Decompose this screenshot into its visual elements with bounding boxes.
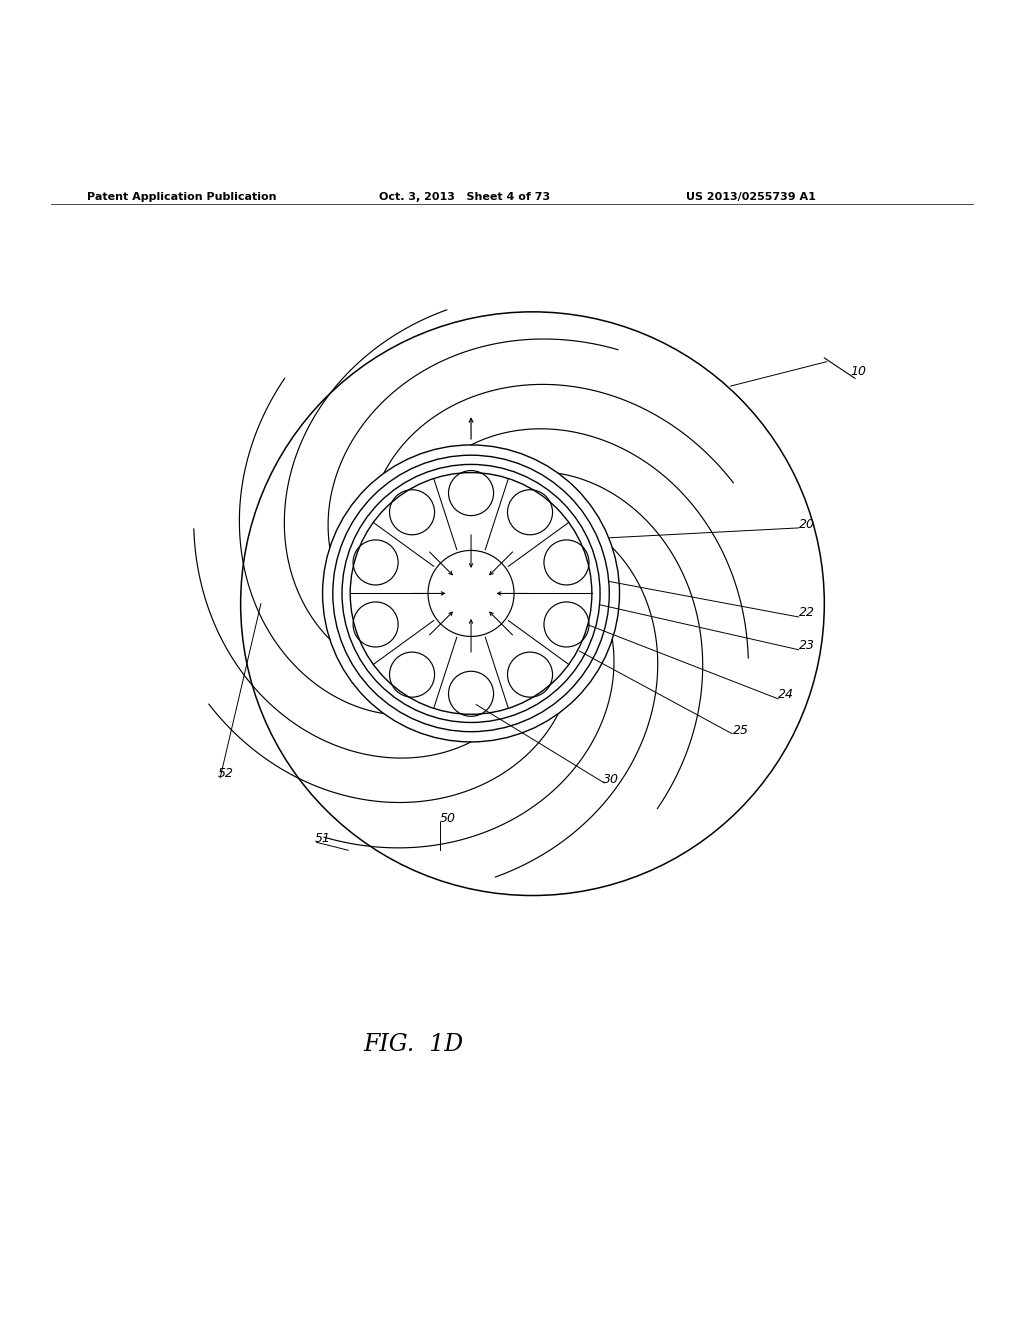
Text: 20: 20 [799,517,815,531]
Text: 24: 24 [778,688,795,701]
Text: 52: 52 [218,767,234,780]
Text: Patent Application Publication: Patent Application Publication [87,191,276,202]
Text: FIG.  1D: FIG. 1D [364,1034,464,1056]
Text: 25: 25 [733,723,750,737]
Text: US 2013/0255739 A1: US 2013/0255739 A1 [686,191,816,202]
Text: Oct. 3, 2013   Sheet 4 of 73: Oct. 3, 2013 Sheet 4 of 73 [379,191,550,202]
Text: 30: 30 [603,774,620,785]
Text: 50: 50 [439,812,456,825]
Text: 23: 23 [799,639,815,652]
Text: 51: 51 [314,833,331,845]
Text: 22: 22 [799,606,815,619]
Text: 10: 10 [850,366,866,379]
